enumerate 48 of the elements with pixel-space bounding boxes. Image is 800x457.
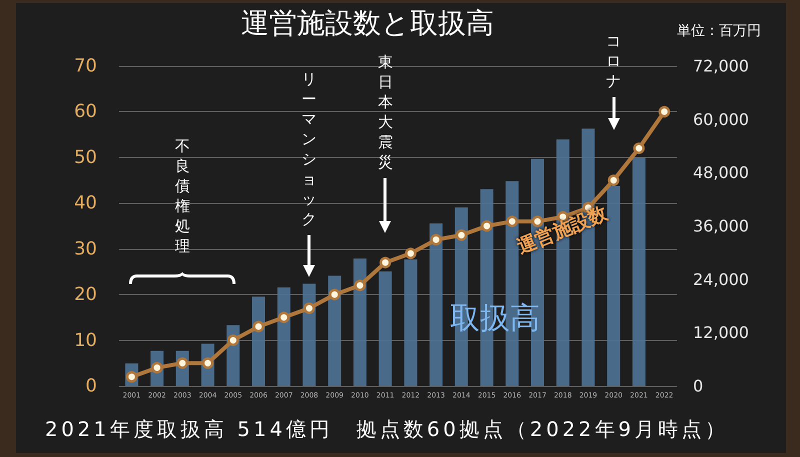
bar <box>252 296 265 386</box>
point <box>354 280 366 292</box>
y2-tick-label: 12,000 <box>693 323 749 342</box>
point <box>430 234 442 246</box>
y2-tick-label: 60,000 <box>693 110 749 129</box>
point <box>404 248 416 260</box>
bar <box>353 258 366 386</box>
point <box>278 312 290 324</box>
y-tick-label: 10 <box>74 330 97 351</box>
y-tick-label: 20 <box>74 284 97 306</box>
point <box>658 106 670 118</box>
bar <box>430 223 443 386</box>
y2-tick-label: 0 <box>693 376 704 396</box>
point <box>456 229 468 241</box>
y2-tick-label: 24,000 <box>693 270 749 289</box>
bar <box>632 158 646 386</box>
y-tick-label: 40 <box>74 192 97 214</box>
bar <box>302 284 316 386</box>
annotation: リーマンショック <box>301 69 318 230</box>
text: 運営施設数 <box>514 202 611 258</box>
point <box>608 174 620 186</box>
text: 2021年度取扱高 514億円 拠点数60拠点（2022年9月時点） <box>45 416 729 443</box>
point <box>252 320 264 332</box>
bar <box>404 259 418 386</box>
point <box>380 256 392 268</box>
y-tick-label: 0 <box>86 376 97 396</box>
point <box>633 142 645 154</box>
y2-axis-title: 単位：百万円 <box>677 23 761 39</box>
point <box>506 216 518 228</box>
point <box>328 288 340 300</box>
annotation: 不良債権処理 <box>174 136 190 256</box>
y-tick-label: 30 <box>74 238 97 260</box>
point <box>227 334 239 346</box>
bar <box>328 276 342 386</box>
y2-tick-label: 36,000 <box>693 216 749 236</box>
bar <box>378 271 392 386</box>
bar <box>607 186 620 386</box>
annotation: コロナ <box>606 31 622 91</box>
y2-tick-label: 72,000 <box>693 56 749 76</box>
chart-title: 運営施設数と取扱高 <box>241 6 494 40</box>
y-tick-label: 70 <box>74 56 97 76</box>
point <box>303 302 315 314</box>
annotation: 東日本大震災 <box>377 52 394 172</box>
point <box>481 220 493 232</box>
y2-tick-label: 48,000 <box>693 163 749 182</box>
bar <box>277 287 290 386</box>
y-tick-label: 50 <box>74 146 97 168</box>
y-tick-label: 60 <box>74 101 97 122</box>
